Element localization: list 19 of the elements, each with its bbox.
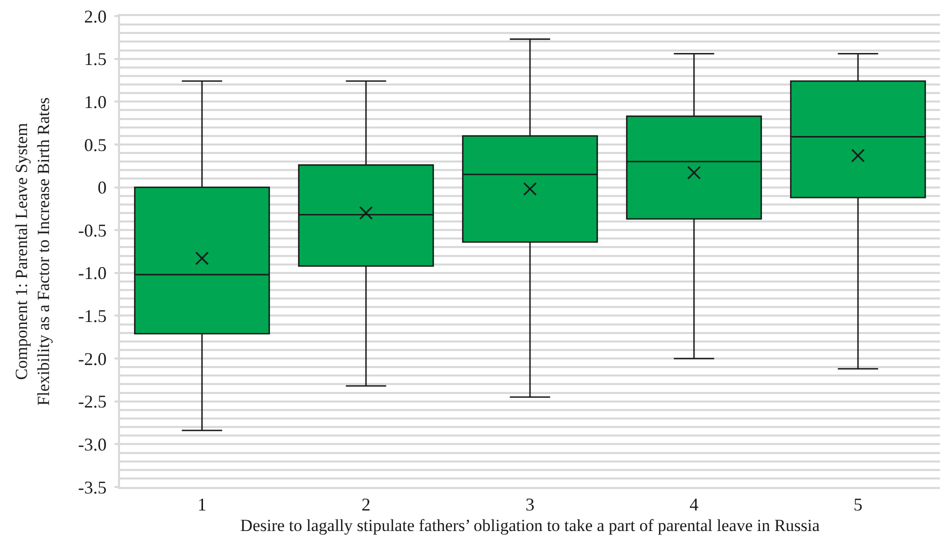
x-tick-label: 2 (362, 494, 370, 514)
x-tick-label: 4 (690, 494, 698, 514)
y-tick-label: -2.5 (78, 392, 107, 412)
y-tick-label: 0 (98, 178, 107, 198)
y-tick-label: -2.0 (78, 348, 107, 369)
y-tick-label: 2.0 (84, 6, 107, 26)
y-tick-label: -1.5 (78, 306, 107, 326)
y-tick-label: -0.5 (78, 220, 107, 240)
x-tick-label: 1 (198, 494, 206, 514)
y-tick-label: -3.0 (78, 434, 107, 454)
y-tick-label: 1.0 (84, 92, 107, 112)
x-axis-title: Desire to lagally stipulate fathers’ obligation to take a part of parental leave in Russia (240, 516, 820, 536)
y-tick-label: -1.0 (78, 263, 107, 284)
y-tick-label: -3.5 (78, 477, 107, 498)
x-tick-label: 3 (526, 494, 534, 514)
y-axis-title: Component 1: Parental Leave System Flexibility as a Factor to Increase Birth Rates (12, 97, 54, 406)
y-tick-label: 0.5 (84, 134, 107, 155)
x-tick-label: 5 (854, 494, 862, 514)
y-tick-label: 1.5 (84, 49, 107, 70)
